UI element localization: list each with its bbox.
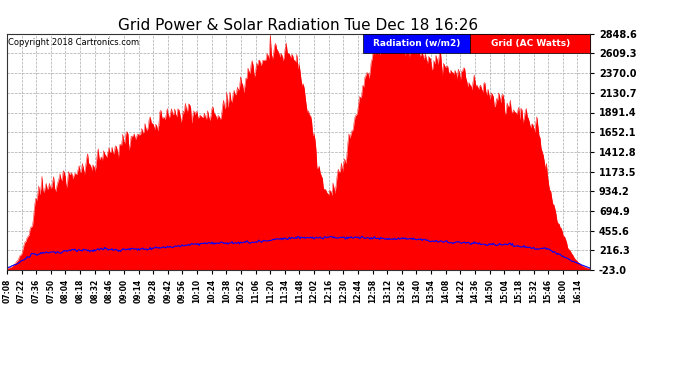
Text: Radiation (w/m2): Radiation (w/m2) (373, 39, 460, 48)
Text: Grid (AC Watts): Grid (AC Watts) (491, 39, 570, 48)
FancyBboxPatch shape (362, 34, 471, 53)
FancyBboxPatch shape (471, 34, 590, 53)
Text: Copyright 2018 Cartronics.com: Copyright 2018 Cartronics.com (8, 39, 139, 48)
Title: Grid Power & Solar Radiation Tue Dec 18 16:26: Grid Power & Solar Radiation Tue Dec 18 … (119, 18, 478, 33)
